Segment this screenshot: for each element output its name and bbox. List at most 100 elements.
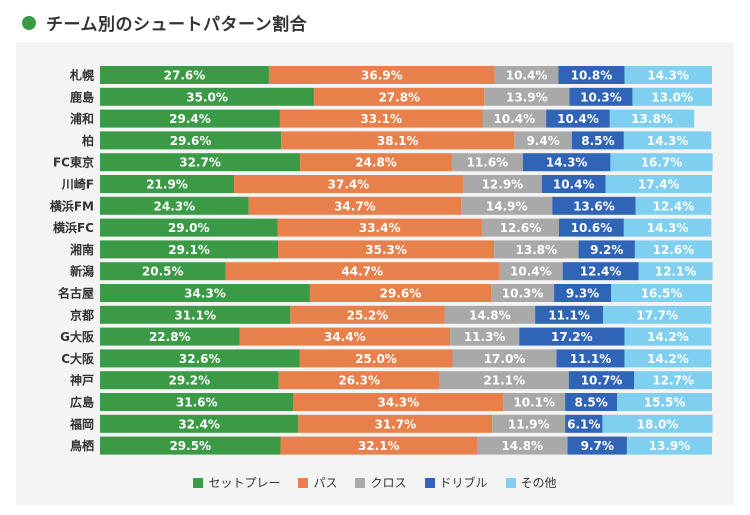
title-dot-icon xyxy=(22,15,36,30)
bar-segment xyxy=(632,87,712,106)
data-label: 11.6% xyxy=(467,156,509,170)
bar-segment xyxy=(278,371,440,390)
legend-swatch xyxy=(424,477,435,488)
bar-segment xyxy=(298,414,493,433)
data-label: 31.6% xyxy=(176,396,218,410)
bar-segment xyxy=(234,175,463,193)
data-label: 14.9% xyxy=(486,199,528,213)
legend-label: その他 xyxy=(520,476,557,490)
bar-segment xyxy=(299,349,453,368)
legend-item: ドリブル xyxy=(424,474,488,491)
data-label: 21.9% xyxy=(146,178,188,192)
bar-segment xyxy=(100,175,235,193)
bar-segment xyxy=(519,327,625,346)
bar-segment xyxy=(444,305,536,324)
bar-segment xyxy=(623,218,712,237)
data-label: 25.0% xyxy=(355,352,397,366)
category-label: C大阪 xyxy=(61,351,95,366)
data-label: 8.5% xyxy=(574,396,607,410)
bar-segment xyxy=(225,262,500,281)
data-label: 32.6% xyxy=(179,352,221,366)
chart-legend: セットプレー パス クロス ドリブル その他 xyxy=(0,474,750,491)
data-label: 13.6% xyxy=(573,199,615,213)
data-label: 10.6% xyxy=(571,221,613,235)
legend-label: ドリブル xyxy=(439,476,488,490)
bar-segment xyxy=(634,240,712,259)
bar-segment xyxy=(494,66,559,84)
category-label: 新潟 xyxy=(70,264,94,279)
data-label: 26.3% xyxy=(338,374,380,388)
bar-segment xyxy=(439,371,569,390)
bar-segment xyxy=(100,262,226,281)
data-label: 13.8% xyxy=(516,243,558,257)
data-label: 29.6% xyxy=(380,287,422,301)
legend-label: セットプレー xyxy=(208,476,281,490)
data-label: 14.3% xyxy=(546,156,588,170)
bar-segment xyxy=(100,196,249,215)
bar-segment xyxy=(578,240,635,259)
data-label: 10.7% xyxy=(581,374,623,388)
chart-title-row: チーム別のシュートパターン割合 xyxy=(22,10,307,35)
data-label: 34.4% xyxy=(324,330,366,344)
data-label: 10.1% xyxy=(513,396,555,410)
data-label: 34.3% xyxy=(378,396,420,410)
bar-segment xyxy=(100,240,279,259)
data-label: 22.8% xyxy=(149,330,191,344)
data-label: 38.1% xyxy=(377,134,419,148)
bar-segment xyxy=(535,305,604,324)
category-label: 柏 xyxy=(82,133,94,148)
data-label: 14.3% xyxy=(647,221,689,235)
data-label: 34.3% xyxy=(184,287,226,301)
bar-segment xyxy=(268,66,495,84)
data-label: 36.9% xyxy=(361,69,403,83)
bar-segment xyxy=(565,414,603,433)
category-label: 鹿島 xyxy=(70,89,94,104)
data-label: 20.5% xyxy=(142,265,184,279)
bar-segment xyxy=(624,327,712,346)
bar-segment xyxy=(451,153,523,172)
bar-segment xyxy=(624,349,712,368)
data-label: 14.2% xyxy=(647,330,689,344)
chart-title: チーム別のシュートパターン割合 xyxy=(46,15,308,35)
bar-segment xyxy=(609,109,695,128)
category-label: 広島 xyxy=(70,395,94,410)
data-label: 8.5% xyxy=(581,134,614,148)
bar-segment xyxy=(239,327,451,346)
data-label: 12.6% xyxy=(653,243,695,257)
bar-segment xyxy=(514,131,572,150)
data-label: 12.9% xyxy=(482,178,524,192)
bar-segment xyxy=(556,349,625,368)
data-label: 9.2% xyxy=(590,243,623,257)
bar-segment xyxy=(476,436,568,455)
bar-segment xyxy=(290,305,445,324)
bar-segment xyxy=(100,327,240,346)
bar-segment xyxy=(617,393,712,411)
data-label: 13.0% xyxy=(651,90,693,104)
data-label: 14.3% xyxy=(647,69,689,83)
data-label: 33.1% xyxy=(360,112,402,126)
bar-segment xyxy=(558,66,625,84)
data-label: 31.7% xyxy=(374,417,416,431)
bar-segment xyxy=(559,218,624,237)
bar-segment xyxy=(626,436,712,455)
category-label: 湘南 xyxy=(70,242,94,257)
legend-label: クロス xyxy=(370,476,407,490)
data-label: 12.1% xyxy=(655,265,697,279)
data-label: 11.3% xyxy=(464,330,506,344)
data-label: 17.7% xyxy=(636,308,678,322)
data-label: 35.3% xyxy=(365,243,407,257)
data-label: 14.8% xyxy=(469,308,511,322)
data-label: 10.4% xyxy=(510,265,552,279)
data-label: 29.1% xyxy=(168,243,210,257)
bar-segment xyxy=(277,218,482,237)
bar-segment xyxy=(100,66,269,84)
data-label: 10.4% xyxy=(553,178,595,192)
category-label: 京都 xyxy=(70,307,94,322)
bar-segment xyxy=(100,218,278,237)
data-label: 13.8% xyxy=(631,112,673,126)
data-label: 9.7% xyxy=(581,439,614,453)
bar-segment xyxy=(281,131,515,150)
bar-segment xyxy=(634,371,712,390)
bar-segment xyxy=(314,87,485,106)
bar-segment xyxy=(461,196,553,215)
